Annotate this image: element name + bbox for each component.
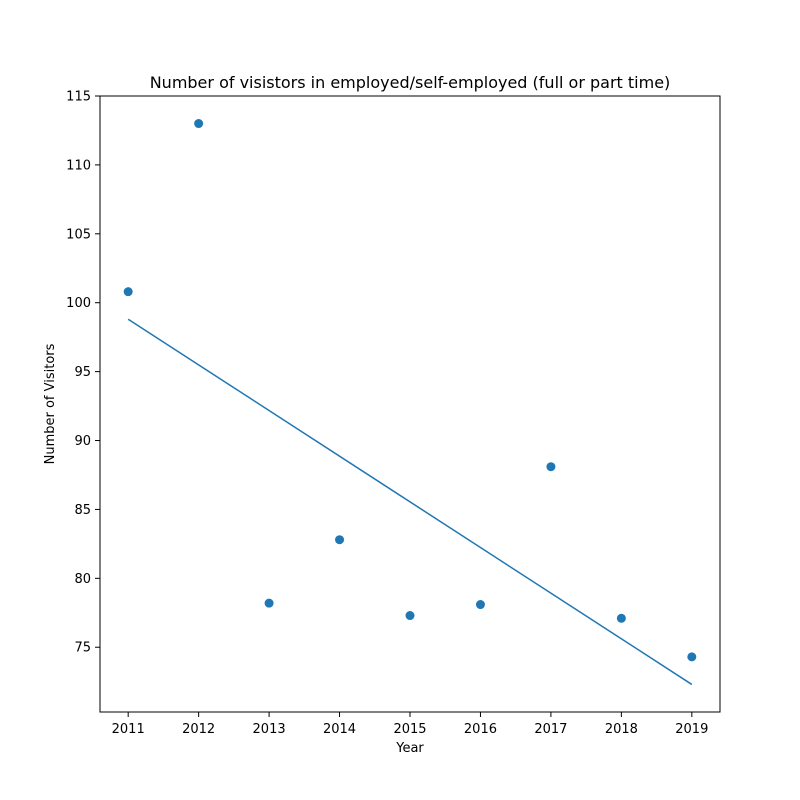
x-tick-label: 2014	[323, 722, 356, 737]
y-tick-label: 110	[66, 158, 91, 173]
y-tick-label: 85	[74, 503, 91, 518]
x-tick-label: 2015	[393, 722, 426, 737]
y-tick-label: 105	[66, 227, 91, 242]
trend-line	[127, 318, 693, 686]
y-tick-label: 75	[74, 641, 91, 656]
x-tick-label: 2018	[605, 722, 638, 737]
data-point	[194, 119, 204, 129]
y-tick-label: 115	[66, 90, 91, 105]
x-tick-label: 2011	[112, 722, 145, 737]
y-axis-label: Number of Visitors	[43, 343, 58, 464]
y-tick-label: 80	[74, 572, 91, 587]
axis-ticks: 2011 2012 2013 2014 2015 2016 2017 2018 2019 75 80…	[66, 90, 708, 738]
plot-area	[123, 119, 697, 686]
x-tick-label: 2012	[182, 722, 215, 737]
x-tick-label: 2016	[464, 722, 497, 737]
data-point	[616, 613, 626, 623]
x-axis-label: Year	[395, 741, 424, 756]
plot-frame	[99, 95, 721, 713]
data-point	[687, 652, 697, 662]
data-point	[264, 598, 274, 608]
y-tick-label: 95	[74, 365, 91, 380]
chart-title: Number of visistors in employed/self-emp…	[150, 73, 671, 92]
y-tick-label: 100	[66, 296, 91, 311]
y-tick-label: 90	[74, 434, 91, 449]
data-point	[475, 600, 485, 610]
x-tick-label: 2019	[675, 722, 708, 737]
data-point	[546, 462, 556, 472]
data-point	[123, 287, 133, 297]
data-point	[405, 611, 415, 621]
x-tick-label: 2017	[534, 722, 567, 737]
x-tick-label: 2013	[253, 722, 286, 737]
data-point	[335, 535, 345, 545]
